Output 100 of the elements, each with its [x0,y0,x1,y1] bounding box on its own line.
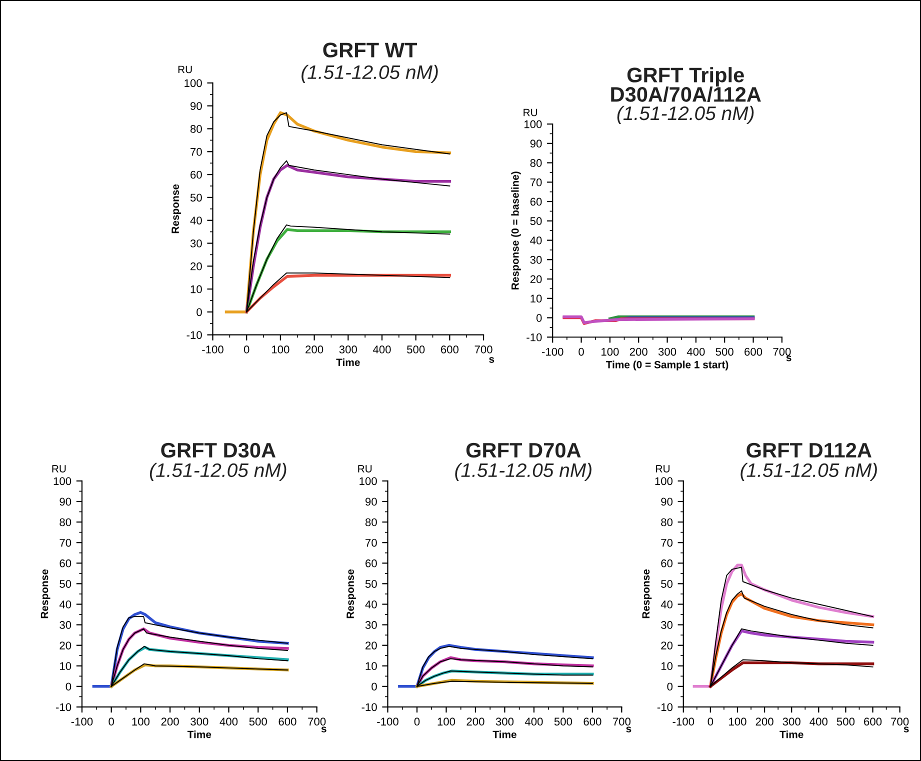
y-axis-title: Response [346,569,356,618]
y-tick-label: 100 [54,477,72,486]
chart-title: GRFT D70A [466,442,581,458]
text: RU [358,465,372,472]
x-tick-label: 700 [308,718,326,726]
y-tick-label: 30 [60,621,72,629]
y-tick-label: 60 [661,559,673,568]
y-tick-label: 40 [660,600,673,608]
x-tick-label: -100 [202,346,224,354]
text: RU [524,108,538,116]
y-tick-label: 90 [60,498,72,506]
y-tick-label: -10 [657,703,673,712]
y-tick-label: 70 [366,538,377,547]
y-tick-label: 0 [536,314,542,322]
y-tick-label: 30 [661,621,673,629]
x-tick-label: 200 [630,348,648,356]
x-tick-label: 700 [474,346,492,354]
x-tick-label: 400 [686,348,705,356]
x-tick-label: 600 [278,718,296,726]
y-tick-label: 50 [661,580,673,588]
y-tick-label: 0 [372,682,377,691]
x-tick-label: 200 [756,718,774,726]
x-tick-label: 100 [729,718,746,726]
y-tick-label: 60 [60,559,72,568]
x-tick-label: 0 [244,346,250,354]
y-tick-label: 40 [59,600,72,608]
x-tick-label: 500 [407,346,425,354]
y-tick-label: 60 [190,170,202,179]
x-tick-label: 400 [810,718,828,726]
y-tick-label: 100 [655,477,673,486]
text: RU [656,465,670,472]
x-tick-label: 300 [339,346,357,354]
y-tick-label: -10 [186,331,202,339]
x-axis-title: Time [492,730,516,738]
x-tick-label: -100 [542,348,564,356]
chart-title: GRFT D112A [746,442,872,458]
y-tick-label: 0 [667,682,673,691]
x-tick-label: -100 [377,718,398,726]
x-tick-label: 300 [782,718,800,726]
y-tick-label: -10 [362,703,377,712]
y-tick-label: 40 [530,236,542,244]
text: s [786,356,792,362]
y-tick-label: 40 [365,600,377,608]
y-tick-label: 20 [366,642,377,650]
x-axis-title: Time [780,730,804,738]
x-tick-label: 100 [438,718,456,726]
chart-subtitle: (1.51-12.05 nM) [740,462,877,481]
y-tick-label: 10 [190,285,202,294]
y-tick-label: 70 [60,538,72,547]
y-tick-label: 10 [366,662,377,670]
y-tick-label: 40 [190,216,202,224]
y-tick-label: 80 [530,159,542,167]
chart-subtitle: (1.51-12.05 nM) [150,462,286,481]
y-axis-title: Response (0 = baseline) [511,172,521,290]
x-axis-title: Time (0 = Sample 1 start) [606,360,728,370]
text: s [321,726,326,732]
x-axis-title: Time [187,730,212,738]
x-tick-label: 600 [864,718,882,726]
y-tick-label: 80 [661,518,673,526]
x-tick-label: 400 [524,718,543,726]
chart-title: GRFT Triple D30A/70A/112A [611,67,761,102]
y-tick-label: 90 [661,498,673,506]
chart-title: GRFT WT [323,42,418,58]
chart-title: GRFT D30A [161,442,276,458]
x-tick-label: 500 [554,718,572,726]
y-tick-label: 50 [190,194,202,202]
x-tick-label: 300 [658,348,676,356]
y-tick-label: 90 [530,140,542,148]
y-tick-label: 50 [365,580,377,588]
x-tick-label: 0 [578,348,584,356]
chart-subtitle: (1.51-12.05 nM) [617,106,754,124]
x-axis-title: Time [336,358,360,366]
x-tick-label: 100 [132,718,150,726]
y-tick-label: 0 [196,308,202,316]
y-tick-label: 20 [530,275,542,284]
text: RU [178,66,192,74]
x-tick-label: 0 [108,718,114,726]
y-tick-label: 30 [190,240,202,248]
y-tick-label: 20 [661,642,673,650]
x-tick-label: 400 [220,718,238,726]
x-tick-label: 700 [612,718,631,726]
y-tick-label: 70 [661,538,673,547]
x-tick-label: 200 [161,718,179,726]
y-tick-label: 10 [661,662,673,670]
x-tick-label: 200 [466,718,484,726]
y-tick-label: 80 [365,518,377,526]
text: s [904,726,909,732]
y-tick-label: 20 [60,642,72,650]
chart-subtitle: (1.51-12.05 nM) [302,64,438,83]
text: RU [52,465,66,472]
x-tick-label: 200 [306,346,324,354]
x-tick-label: 300 [190,718,208,726]
y-tick-label: 30 [365,621,377,629]
x-tick-label: 300 [496,718,514,726]
y-tick-label: 60 [366,559,377,568]
x-tick-label: 500 [836,718,855,726]
x-tick-label: -100 [672,718,694,726]
y-axis-title: Response [642,569,652,618]
x-tick-label: 600 [744,348,762,356]
chart-subtitle: (1.51-12.05 nM) [455,462,592,481]
